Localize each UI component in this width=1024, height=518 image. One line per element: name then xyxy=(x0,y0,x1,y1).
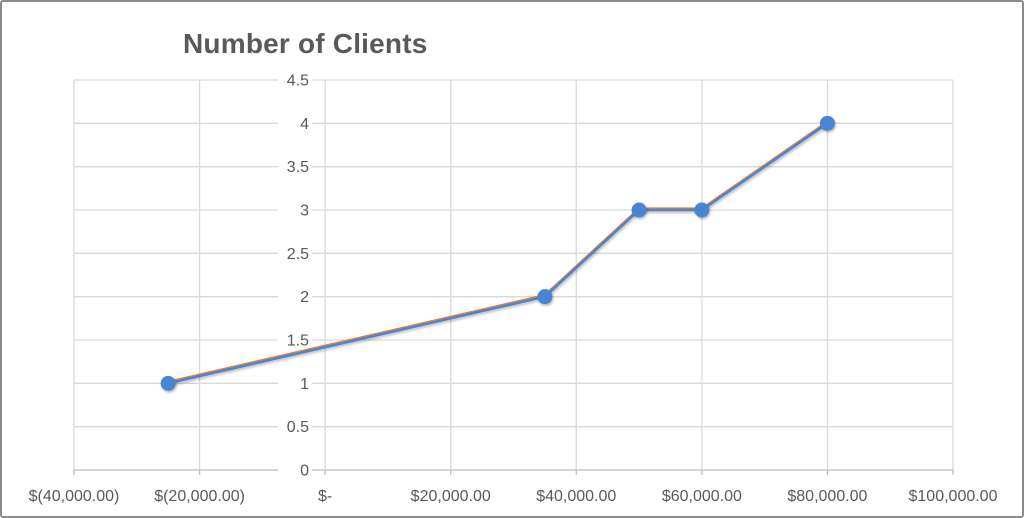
y-tick-label: 2.5 xyxy=(287,246,309,263)
y-tick-label: 0 xyxy=(300,463,309,480)
y-tick-label-backing xyxy=(278,243,312,264)
y-tick-label: 3.5 xyxy=(287,159,309,176)
x-tick-label: $80,000.00 xyxy=(787,488,867,505)
data-point-marker[interactable] xyxy=(694,202,710,218)
x-tick-label: $100,000.00 xyxy=(909,488,998,505)
y-tick-label-backing xyxy=(278,330,312,350)
y-tick-label-backing xyxy=(278,156,312,177)
y-tick-label-backing xyxy=(278,70,312,90)
data-point-marker[interactable] xyxy=(160,375,176,391)
data-point-marker[interactable] xyxy=(537,289,553,305)
y-tick-label: 0.5 xyxy=(287,419,309,436)
y-tick-label-backing xyxy=(278,373,312,394)
y-tick-label-backing xyxy=(278,460,312,480)
x-tick-label: $20,000.00 xyxy=(411,488,491,505)
y-tick-label-backing xyxy=(278,200,312,220)
y-tick-label: 2 xyxy=(300,289,309,306)
y-tick-label: 4 xyxy=(300,116,309,133)
y-tick-label: 3 xyxy=(300,203,309,220)
y-tick-label: 1 xyxy=(300,376,309,393)
x-tick-label: $- xyxy=(318,488,332,505)
x-tick-label: $(40,000.00) xyxy=(29,488,120,505)
series-trend-underlay-line xyxy=(166,120,829,384)
data-point-marker[interactable] xyxy=(631,202,647,218)
y-tick-label: 1.5 xyxy=(287,333,309,350)
x-tick-label: $40,000.00 xyxy=(536,488,616,505)
data-point-marker[interactable] xyxy=(819,115,835,131)
y-tick-label-backing xyxy=(278,113,312,134)
chart-title: Number of Clients xyxy=(183,28,428,59)
x-tick-label: $(20,000.00) xyxy=(154,488,245,505)
y-tick-label-backing xyxy=(278,286,312,307)
y-tick-label: 4.5 xyxy=(287,73,309,90)
y-tick-label-backing xyxy=(278,416,312,437)
x-tick-label: $60,000.00 xyxy=(662,488,742,505)
